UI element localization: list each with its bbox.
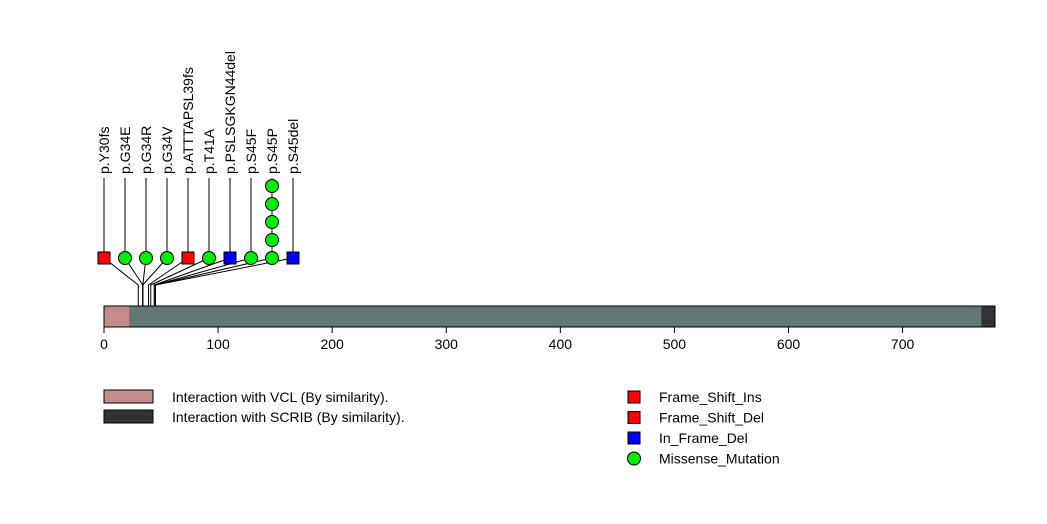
protein-domain-1 bbox=[104, 306, 130, 327]
x-axis: 0 100 200 300 400 500 600 700 bbox=[100, 326, 915, 352]
mutation-label-6: p.T41A bbox=[201, 128, 217, 174]
mutation-label-5: p.ATTTAPSL39fs bbox=[180, 67, 196, 174]
protein-backbone bbox=[103, 305, 996, 328]
domain-legend: Interaction with VCL (By similarity). Int… bbox=[103, 389, 405, 425]
domain-legend-swatch-2 bbox=[103, 409, 154, 424]
type-legend-label-4: Missense_Mutation bbox=[659, 451, 780, 467]
type-legend-label-2: Frame_Shift_Del bbox=[659, 410, 764, 426]
type-legend-swatch-4 bbox=[627, 451, 641, 466]
marker-7-1 bbox=[223, 251, 237, 265]
marker-3-1 bbox=[139, 251, 153, 265]
mutation-markers bbox=[97, 179, 300, 265]
type-legend-swatch-3 bbox=[627, 431, 641, 445]
x-tick-label-700: 700 bbox=[891, 336, 915, 352]
x-tick-label-600: 600 bbox=[777, 336, 801, 352]
mutation-label-1: p.Y30fs bbox=[96, 127, 112, 174]
stem-1 bbox=[103, 257, 139, 306]
marker-8-1 bbox=[244, 251, 258, 265]
x-tick-label-400: 400 bbox=[549, 336, 573, 352]
marker-9-4 bbox=[265, 197, 279, 211]
marker-9-3 bbox=[265, 215, 279, 229]
marker-4-1 bbox=[160, 251, 174, 265]
marker-9-5 bbox=[265, 179, 279, 193]
marker-10-1 bbox=[286, 251, 300, 265]
lollipop-stems bbox=[103, 178, 294, 306]
marker-5-1 bbox=[181, 251, 195, 265]
stem-6 bbox=[150, 257, 210, 306]
mutation-label-9: p.S45P bbox=[264, 128, 280, 174]
type-legend-swatch-2 bbox=[627, 411, 641, 424]
marker-1-1 bbox=[97, 251, 111, 265]
protein-domain-2 bbox=[981, 306, 995, 327]
x-tick-label-500: 500 bbox=[663, 336, 687, 352]
type-legend-label-3: In_Frame_Del bbox=[659, 430, 748, 446]
marker-2-1 bbox=[118, 251, 132, 265]
mutation-label-2: p.G34E bbox=[117, 127, 133, 174]
domain-legend-swatch-1 bbox=[103, 389, 154, 404]
mutation-label-10: p.S45del bbox=[285, 119, 301, 174]
domain-legend-label-2: Interaction with SCRIB (By similarity). bbox=[172, 409, 405, 425]
mutation-labels: p.Y30fs p.G34E p.G34R p.G34V p.ATTTAPSL39fs p… bbox=[96, 51, 301, 174]
mutation-label-7: p.PSLSGKGN44del bbox=[222, 51, 238, 174]
x-tick-label-200: 200 bbox=[320, 336, 344, 352]
type-legend-swatch-1 bbox=[627, 390, 641, 404]
mutation-type-legend: Frame_Shift_Ins Frame_Shift_Del In_Frame_D… bbox=[627, 389, 780, 467]
stem-7 bbox=[153, 257, 231, 306]
x-tick-label-100: 100 bbox=[206, 336, 230, 352]
domain-legend-label-1: Interaction with VCL (By similarity). bbox=[172, 389, 389, 405]
stem-10 bbox=[154, 257, 294, 306]
stem-4 bbox=[142, 257, 168, 306]
mutation-label-4: p.G34V bbox=[159, 126, 175, 174]
marker-6-1 bbox=[202, 251, 216, 265]
stem-5 bbox=[147, 257, 189, 306]
mutation-label-3: p.G34R bbox=[138, 126, 154, 174]
type-legend-label-1: Frame_Shift_Ins bbox=[659, 389, 762, 405]
x-tick-label-0: 0 bbox=[100, 336, 108, 352]
marker-9-2 bbox=[265, 233, 279, 247]
protein-track bbox=[103, 305, 996, 328]
marker-9-1 bbox=[265, 251, 279, 265]
x-tick-label-300: 300 bbox=[435, 336, 459, 352]
mutation-label-8: p.S45F bbox=[243, 129, 259, 174]
